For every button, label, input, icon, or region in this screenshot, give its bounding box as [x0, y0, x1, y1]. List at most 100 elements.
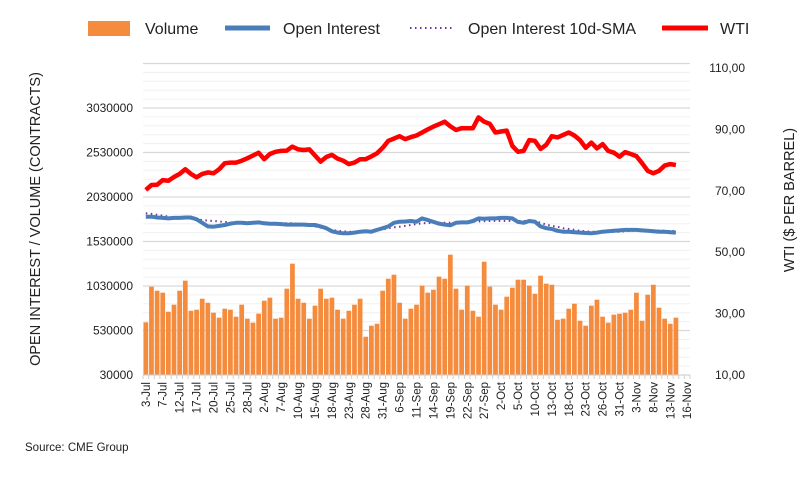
volume-bar — [216, 317, 222, 375]
volume-bar — [656, 307, 662, 375]
volume-bar — [459, 309, 464, 375]
volume-bar — [600, 316, 605, 375]
right-tick-label: 70,00 — [715, 184, 745, 198]
volume-bar — [419, 285, 425, 375]
volume-bar — [340, 318, 346, 375]
volume-bar — [346, 310, 352, 375]
volume-bar — [628, 309, 634, 375]
volume-bar — [369, 325, 374, 375]
volume-bar — [188, 310, 194, 375]
volume-bar — [312, 305, 318, 375]
volume-bar — [205, 302, 211, 375]
x-tick-label: 2-Aug — [259, 382, 271, 413]
x-tick-label: 18-Aug — [327, 382, 339, 419]
volume-bar — [385, 278, 391, 375]
volume-bar — [583, 325, 589, 375]
volume-bar — [261, 300, 267, 375]
x-axis: 3-Jul 7-Jul 12-Jul 17-Jul 20-Jul 25-Jul 28-Jul… — [141, 374, 694, 419]
x-tick-label: 3-Nov — [631, 382, 643, 413]
volume-bar — [662, 318, 667, 375]
volume-bar — [335, 309, 340, 375]
x-tick-label: 2-Oct — [496, 381, 508, 410]
x-tick-label: 16-Nov — [682, 382, 694, 419]
right-tick-label: 50,00 — [715, 245, 745, 259]
left-tick-label: 1030000 — [86, 279, 133, 293]
volume-bar — [470, 310, 476, 375]
x-tick-label: 13-Nov — [665, 382, 677, 419]
left-axis-title: OPEN INTEREST / VOLUME (CONTRACTS) — [28, 72, 44, 366]
x-tick-label: 22-Sep — [462, 382, 474, 419]
x-tick-label: 14-Sep — [428, 382, 440, 419]
x-tick-label: 7-Jul — [158, 382, 170, 407]
volume-bar — [447, 254, 453, 375]
volume-bar — [154, 290, 160, 375]
x-tick-label: 18-Oct — [564, 381, 576, 416]
right-tick-label: 90,00 — [715, 122, 745, 136]
x-tick-label: 7-Aug — [276, 382, 288, 413]
volume-bar — [318, 288, 324, 375]
volume-bar — [363, 336, 369, 375]
volume-bar — [278, 317, 284, 375]
volume-bar — [634, 292, 639, 375]
x-tick-label: 28-Jul — [242, 382, 254, 413]
volume-bar — [233, 316, 239, 375]
x-tick-label: 13-Oct — [547, 381, 559, 416]
volume-bar — [228, 309, 233, 375]
volume-bar — [572, 303, 577, 375]
volume-bar — [611, 314, 617, 375]
left-tick-label: 1530000 — [86, 235, 133, 249]
volume-bar — [352, 304, 357, 375]
left-tick-label: 30000 — [100, 368, 134, 382]
volume-bar — [532, 293, 538, 375]
x-tick-label: 15-Aug — [310, 382, 322, 419]
volume-bar — [566, 308, 572, 375]
x-tick-label: 27-Sep — [479, 382, 491, 419]
x-tick-label: 20-Jul — [209, 382, 221, 413]
volume-bar — [549, 284, 555, 375]
volume-bar — [323, 298, 329, 375]
volume-bar — [622, 312, 628, 375]
volume-bar — [306, 318, 312, 375]
x-tick-label: 11-Sep — [412, 382, 424, 418]
volume-bar — [605, 322, 611, 375]
left-tick-label: 3030000 — [86, 101, 133, 115]
volume-bar — [425, 292, 431, 375]
volume-bar — [673, 317, 679, 375]
volume-bar — [588, 305, 594, 375]
left-tick-label: 2530000 — [86, 146, 133, 160]
volume-bar — [284, 288, 290, 375]
volume-bar — [504, 296, 510, 375]
volume-bar — [521, 279, 527, 375]
volume-bar — [543, 283, 549, 375]
volume-bars — [143, 254, 679, 375]
x-tick-label: 17-Jul — [192, 382, 204, 413]
volume-bar — [301, 302, 307, 375]
volume-bar — [397, 302, 402, 375]
volume-bar — [538, 275, 543, 375]
right-tick-label: 10,00 — [715, 368, 745, 382]
volume-bar — [290, 263, 295, 375]
volume-bar — [476, 316, 481, 375]
volume-bar — [555, 319, 560, 375]
volume-bar — [295, 298, 301, 375]
x-tick-label: 23-Aug — [344, 382, 356, 419]
x-tick-label: 12-Jul — [175, 382, 187, 413]
legend: Volume Open Interest Open Interest 10d-S… — [88, 21, 749, 38]
x-tick-label: 6-Sep — [395, 382, 407, 413]
volume-bar — [481, 261, 487, 375]
volume-bar — [239, 304, 245, 375]
legend-volume-swatch — [88, 21, 130, 36]
volume-bar — [149, 286, 154, 375]
volume-bar — [194, 309, 199, 375]
volume-bar — [617, 313, 622, 375]
volume-bar — [594, 299, 600, 375]
volume-bar — [222, 308, 228, 375]
x-tick-label: 26-Oct — [598, 381, 610, 416]
legend-oi-label: Open Interest — [283, 21, 381, 38]
volume-bar — [374, 323, 380, 375]
volume-bar — [645, 294, 651, 375]
volume-bar — [577, 320, 583, 375]
volume-bar — [408, 308, 414, 375]
x-tick-label: 31-Aug — [378, 382, 390, 419]
left-tick-label: 530000 — [93, 324, 133, 338]
